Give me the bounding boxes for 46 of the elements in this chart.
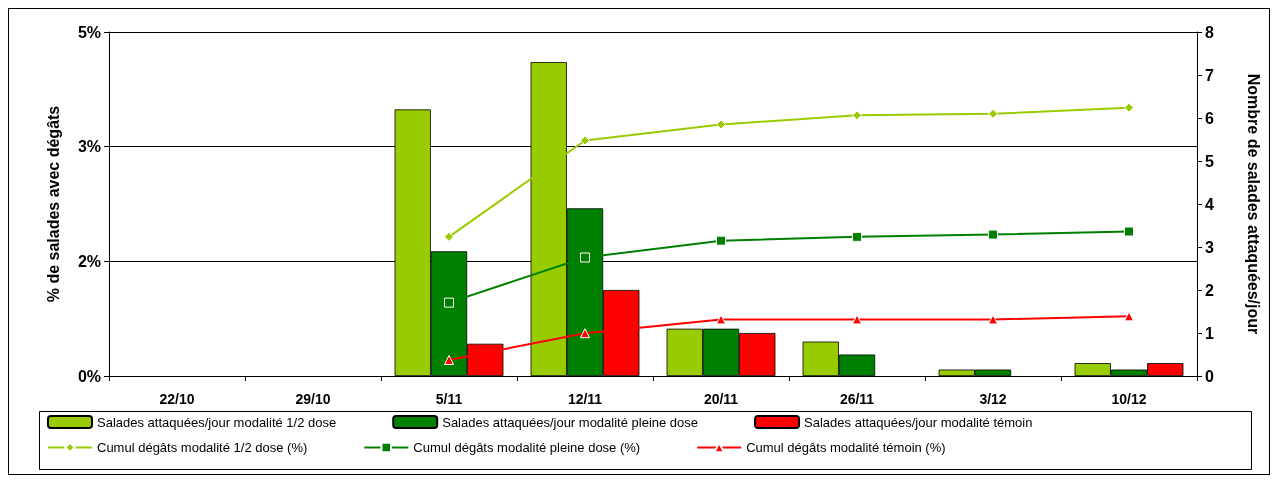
- x-tick-label: 29/10: [295, 391, 331, 407]
- legend-label: Salades attaquées/jour modalité témoin: [804, 414, 1033, 430]
- point: [580, 252, 590, 263]
- legend-label: Salades attaquées/jour modalité 1/2 dose: [97, 414, 337, 430]
- y2-tick-label: 7: [1205, 66, 1214, 84]
- y-tick-label: 2%: [77, 252, 101, 270]
- y2-tick-label: 8: [1205, 23, 1214, 41]
- point: [580, 135, 590, 146]
- point: [444, 231, 454, 242]
- x-tick-label: 5/11: [435, 391, 463, 407]
- y2-tick-label: 5: [1205, 152, 1214, 170]
- point: [580, 328, 590, 339]
- y-axis-title: % de salades avec dégâts: [44, 105, 62, 303]
- point: [1124, 226, 1134, 237]
- point: [444, 297, 454, 308]
- y-tick-label: 3%: [77, 138, 101, 156]
- legend-label: Cumul dégâts modalité 1/2 dose (%): [97, 440, 308, 455]
- legend-label: Cumul dégâts modalité pleine dose (%): [413, 440, 641, 455]
- y2-tick-label: 6: [1205, 109, 1214, 127]
- y2-tick-label: 3: [1205, 238, 1214, 256]
- point: [716, 314, 726, 325]
- point: [852, 314, 862, 325]
- y2-tick-label: 2: [1205, 281, 1214, 299]
- y2-tick-label: 0: [1205, 367, 1214, 385]
- point: [988, 229, 998, 240]
- x-tick-label: 10/12: [1111, 391, 1147, 407]
- point: [1124, 102, 1134, 113]
- x-tick-label: 22/10: [159, 391, 195, 407]
- point: [444, 354, 454, 365]
- legend-label: Salades attaquées/jour modalité pleine dose: [442, 414, 699, 430]
- x-tick-label: 26/11: [839, 391, 875, 407]
- y-tick-label: 5%: [77, 23, 101, 41]
- point: [1124, 311, 1134, 322]
- y-tick-label: 0%: [77, 367, 101, 385]
- point: [852, 231, 862, 242]
- legend-label: Cumul dégâts modalité témoin (%): [746, 440, 946, 455]
- x-tick-label: 12/11: [567, 391, 603, 407]
- point: [716, 235, 726, 246]
- point: [988, 108, 998, 119]
- x-tick-label: 3/12: [979, 391, 1007, 407]
- x-tick-label: 20/11: [703, 391, 739, 407]
- y2-tick-label: 4: [1205, 195, 1214, 213]
- y2-tick-label: 1: [1205, 324, 1214, 342]
- point: [988, 314, 998, 325]
- y2-axis-title: Nombre de salades attaquées/jour: [1244, 73, 1262, 335]
- point: [852, 110, 862, 121]
